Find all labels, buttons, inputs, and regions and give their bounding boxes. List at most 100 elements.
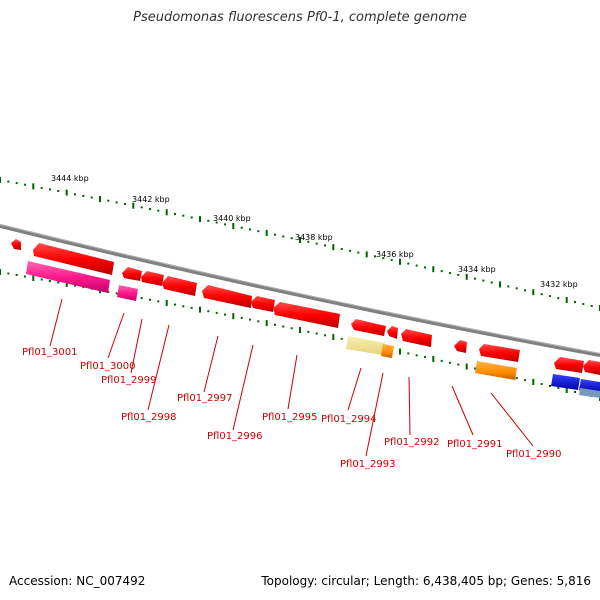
minor-tick [424,356,426,359]
minor-tick [390,258,393,261]
label-leaders [49,298,534,457]
gene-arrow[interactable] [401,329,432,347]
gene-arrow[interactable] [454,340,467,353]
major-tick [199,306,201,313]
scale-label: 3432 kbp [540,280,578,289]
minor-tick [140,206,143,209]
gene-arrow[interactable] [583,360,600,375]
minor-tick [474,277,476,280]
minor-tick [440,270,443,273]
gene-block[interactable] [346,336,385,355]
gene-arrow[interactable] [11,239,21,250]
minor-tick [449,272,451,274]
gene-arrow[interactable] [387,326,398,339]
gene-block[interactable] [579,388,600,398]
minor-tick [190,306,193,309]
major-tick [32,183,35,190]
minor-tick [457,363,460,366]
minor-tick [290,237,293,240]
gene-label[interactable]: Pfl01_2995 [262,412,318,423]
gene-arrow[interactable] [554,357,584,373]
minor-tick [415,354,418,357]
minor-tick [115,201,118,204]
gene-block[interactable] [26,261,110,293]
scale-label: 3436 kbp [376,250,414,259]
gene-arrow[interactable] [122,267,142,281]
gene-block[interactable] [117,285,138,301]
minor-tick [57,190,60,192]
minor-tick [374,255,376,258]
minor-tick [40,278,43,281]
minor-tick [207,219,210,222]
minor-tick [357,251,360,254]
minor-tick [424,266,426,269]
minor-tick [524,289,526,292]
backbone-arc-highlight [0,224,600,354]
minor-tick [540,293,543,296]
minor-tick [24,183,26,186]
minor-tick [107,199,110,202]
gene-label[interactable]: Pfl01_2992 [384,437,440,448]
major-tick [165,300,168,306]
minor-tick [90,196,93,199]
gene-label[interactable]: Pfl01_2993 [340,459,396,470]
gene-label[interactable]: Pfl01_2991 [447,439,503,450]
minor-tick [415,264,418,267]
gene-arrow[interactable] [273,302,340,328]
minor-tick [157,209,160,212]
gene-label[interactable]: Pfl01_2999 [101,375,157,386]
major-tick [565,387,568,393]
gene-arrow[interactable] [351,319,386,336]
minor-tick [207,310,210,313]
minor-tick [224,223,226,226]
gene-label[interactable]: Pfl01_2994 [321,414,377,425]
minor-tick [557,387,560,389]
minor-tick [307,330,310,333]
minor-tick [590,305,593,307]
major-tick [432,356,435,362]
minor-tick [524,379,526,382]
minor-tick [15,182,18,185]
minor-tick [174,213,176,215]
gene-arrow[interactable] [141,271,164,286]
gene-arrow[interactable] [479,344,520,362]
gene-label[interactable]: Pfl01_2990 [506,449,562,460]
major-tick [165,209,168,216]
minor-tick [549,385,551,387]
major-tick [399,348,401,355]
gene-label[interactable]: Pfl01_2998 [121,412,177,423]
gene-label[interactable]: Pfl01_2997 [177,393,233,404]
gene-arrow[interactable] [33,243,114,275]
major-tick [532,289,535,296]
minor-tick [249,318,251,321]
minor-tick [240,226,243,229]
major-tick [265,229,268,236]
major-tick [499,281,501,288]
minor-tick [574,391,576,393]
major-tick [65,189,68,196]
major-tick [465,363,468,370]
major-tick [0,177,1,183]
scale-label: 3442 kbp [132,195,170,204]
gene-arrow[interactable] [251,296,275,312]
gene-block[interactable] [551,374,580,390]
minor-tick [149,298,151,301]
gene-label[interactable]: Pfl01_2996 [207,431,263,442]
gene-label[interactable]: Pfl01_3000 [80,361,136,372]
major-tick [232,313,235,320]
minor-tick [224,313,226,316]
minor-tick [340,337,343,340]
gene-arrow[interactable] [202,285,252,308]
minor-tick [74,193,76,196]
minor-tick [124,203,126,205]
backbone-arc [0,224,600,357]
reverse-genes [26,261,600,398]
gene-arrow[interactable] [162,276,197,296]
minor-tick [107,290,110,293]
gene-label[interactable]: Pfl01_3001 [22,347,78,358]
minor-tick [407,262,410,265]
gene-block[interactable] [381,344,394,358]
gene-block[interactable] [475,361,517,380]
minor-tick [290,327,293,330]
